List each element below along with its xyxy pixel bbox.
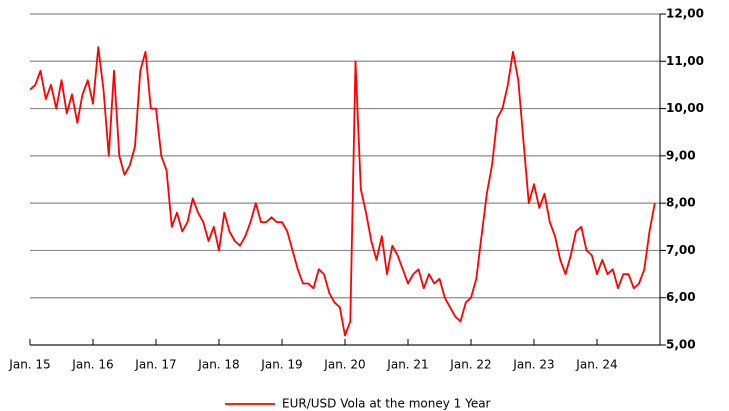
x-tick-label: Jan. 23 (512, 358, 554, 372)
y-tick-label: 8,00 (666, 196, 696, 210)
x-tick-label: Jan. 21 (386, 358, 428, 372)
y-tick-label: 12,00 (666, 7, 704, 21)
y-tick-label: 10,00 (666, 101, 704, 115)
x-tick-label: Jan. 24 (575, 358, 617, 372)
y-tick-label: 5,00 (666, 338, 696, 352)
y-tick-label: 9,00 (666, 148, 696, 162)
x-tick-label: Jan. 16 (71, 358, 113, 372)
x-tick-label: Jan. 17 (134, 358, 176, 372)
legend-label: EUR/USD Vola at the money 1 Year (282, 397, 491, 411)
x-tick-label: Jan. 19 (260, 358, 302, 372)
x-tick-label: Jan. 20 (323, 358, 365, 372)
y-tick-label: 6,00 (666, 290, 696, 304)
line-series (29, 46, 656, 337)
x-tick-label: Jan. 22 (449, 358, 491, 372)
x-tick-label: Jan. 15 (8, 358, 50, 372)
y-tick-label: 7,00 (666, 243, 696, 257)
y-tick-label: 11,00 (666, 54, 704, 68)
x-tick-label: Jan. 18 (197, 358, 239, 372)
